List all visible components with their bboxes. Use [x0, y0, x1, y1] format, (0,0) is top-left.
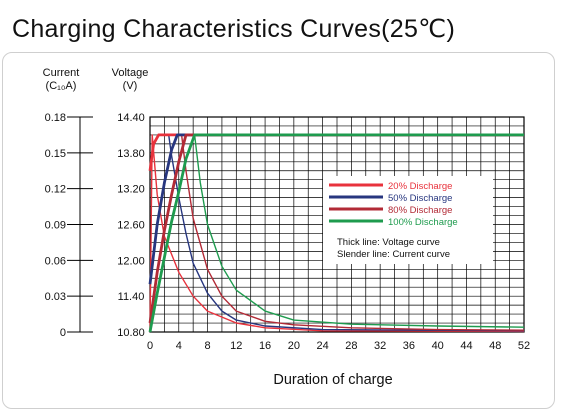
current-tick-label: 0.03	[45, 291, 66, 303]
voltage-tick-label: 12.00	[117, 255, 145, 267]
legend-label: 50% Discharge	[388, 193, 452, 204]
current-tick-label: 0.09	[45, 220, 66, 232]
x-tick-label: 40	[432, 340, 444, 352]
voltage-tick-label: 13.80	[117, 148, 145, 160]
x-tick-label: 16	[259, 340, 271, 352]
current-tick-label: 0.15	[45, 148, 66, 160]
current-axis-unit: (C₁₀A)	[46, 80, 77, 92]
current-tick-label: 0.18	[45, 112, 66, 124]
x-tick-label: 52	[518, 340, 530, 352]
voltage-tick-label: 11.40	[118, 291, 145, 303]
voltage-axis-unit: (V)	[123, 80, 138, 92]
x-tick-label: 28	[345, 340, 357, 352]
x-tick-label: 24	[316, 340, 328, 352]
legend-label: 100% Discharge	[388, 217, 458, 228]
voltage-curve	[148, 133, 524, 333]
grid	[149, 116, 525, 333]
current-tick-label: 0.12	[45, 184, 66, 196]
voltage-tick-label: 14.40	[117, 112, 145, 124]
current-tick-label: 0	[60, 327, 66, 339]
x-tick-label: 36	[403, 340, 415, 352]
x-tick-label: 44	[460, 340, 472, 352]
x-tick-label: 32	[374, 340, 386, 352]
x-axis-label: Duration of charge	[273, 372, 392, 388]
legend-label: 20% Discharge	[388, 181, 452, 192]
current-tick-label: 0.06	[45, 255, 66, 267]
current-curve	[193, 134, 525, 328]
current-axis-label: Current	[43, 67, 80, 79]
series-curves	[148, 133, 525, 333]
chart-panel	[2, 52, 555, 409]
voltage-tick-label: 13.20	[117, 184, 145, 196]
chart-title: Charging Characteristics Curves(25℃)	[12, 15, 456, 43]
voltage-tick-label: 12.60	[117, 220, 145, 232]
voltage-curve	[148, 133, 524, 324]
x-tick-label: 0	[147, 340, 153, 352]
x-tick-label: 20	[288, 340, 300, 352]
x-tick-label: 48	[489, 340, 501, 352]
legend-label: 80% Discharge	[388, 205, 452, 216]
legend-note: Thick line: Voltage curve	[337, 237, 440, 248]
x-tick-label: 8	[204, 340, 210, 352]
current-curve	[168, 134, 525, 332]
voltage-tick-label: 10.80	[117, 327, 145, 339]
current-curve	[149, 134, 525, 333]
legend-note: Slender line: Current curve	[337, 249, 450, 260]
x-tick-label: 12	[230, 340, 242, 352]
current-curve	[180, 134, 525, 331]
voltage-axis-label: Voltage	[112, 67, 149, 79]
x-tick-label: 4	[176, 340, 182, 352]
